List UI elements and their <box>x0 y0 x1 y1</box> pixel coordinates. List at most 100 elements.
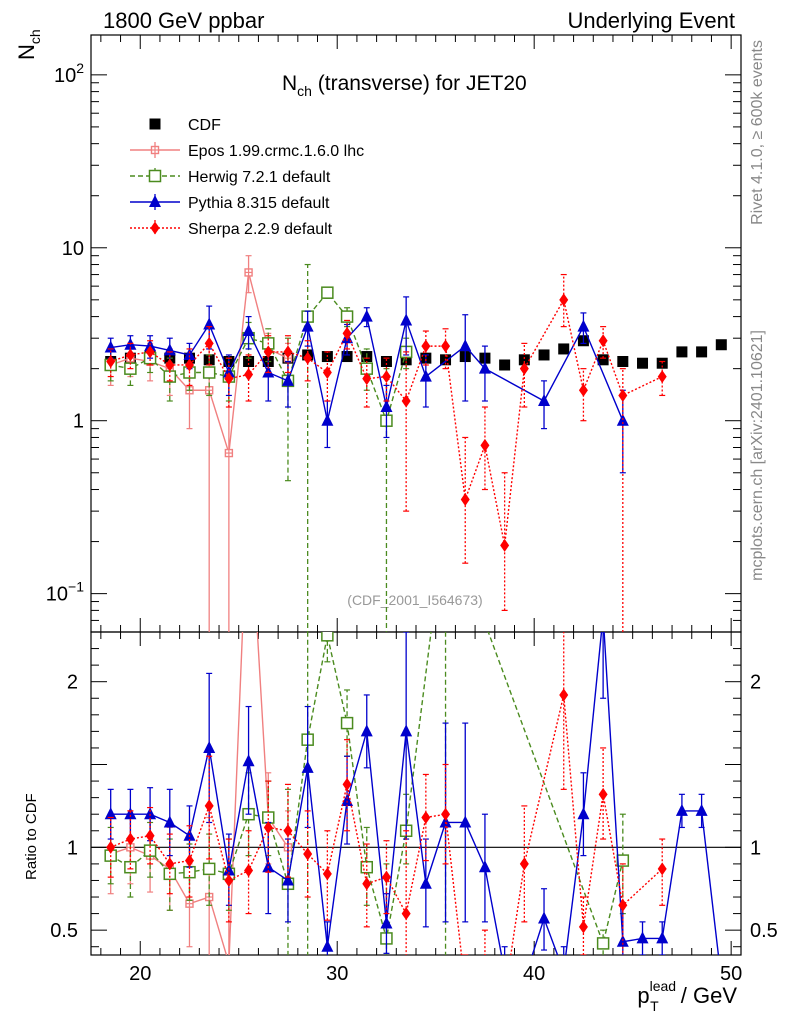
data-point <box>460 493 470 507</box>
legend-label: Epos 1.99.crmc.1.6.0 lhc <box>188 143 364 160</box>
data-point <box>675 803 688 816</box>
main-plot-area <box>104 255 727 632</box>
series-line <box>110 315 624 421</box>
legend-item: Sherpa 2.2.9 default <box>130 220 333 238</box>
x-tick-label: 20 <box>129 963 151 985</box>
data-point <box>519 362 529 376</box>
data-point <box>163 815 176 828</box>
ylabel-main: N <box>14 44 39 60</box>
data-point <box>441 807 451 821</box>
data-point <box>695 803 708 816</box>
data-point <box>657 370 667 384</box>
legend-item: Herwig 7.2.1 default <box>130 168 331 186</box>
ylabel-sub: ch <box>27 29 43 44</box>
legend-item: Epos 1.99.crmc.1.6.0 lhc <box>130 142 364 160</box>
data-point <box>202 862 216 876</box>
chart-title: Nch (transverse) for JET20 <box>282 72 527 99</box>
data-point <box>380 355 392 367</box>
xlabel-main: p <box>637 983 649 1008</box>
data-point <box>340 716 354 730</box>
series-line <box>110 694 663 955</box>
mcplots-label: mcplots.cern.ch [arXiv:2401.10621] <box>749 330 766 581</box>
y-tick-label: 10−1 <box>46 579 84 606</box>
data-point <box>360 309 373 322</box>
data-point <box>598 334 608 348</box>
data-point <box>184 854 194 868</box>
data-point <box>499 359 511 371</box>
data-point <box>321 939 334 952</box>
data-point <box>184 358 194 372</box>
data-point <box>715 339 727 351</box>
data-point <box>145 829 155 843</box>
data-point <box>303 351 313 365</box>
data-point <box>657 862 667 876</box>
title-sub: ch <box>297 83 312 99</box>
series-line <box>110 632 720 955</box>
data-point <box>400 724 413 737</box>
data-point <box>183 347 196 360</box>
data-point <box>578 920 588 934</box>
data-point <box>421 811 431 825</box>
header-right: Underlying Event <box>567 8 735 33</box>
data-point <box>596 937 610 950</box>
data-point <box>401 394 411 408</box>
data-point <box>656 931 669 944</box>
rivet-version-label: Rivet 4.1.0, ≥ 600k events <box>749 40 766 225</box>
data-point <box>421 339 431 353</box>
legend-item: CDF <box>149 117 221 134</box>
data-point <box>676 346 688 358</box>
ratio-y-tick-label-right: 0.5 <box>750 920 778 942</box>
data-point <box>125 832 135 846</box>
data-point <box>341 351 353 363</box>
data-point <box>321 413 334 426</box>
data-point <box>322 366 332 380</box>
ratio-ylabel: Ratio to CDF <box>23 793 40 880</box>
series-1 <box>106 255 293 632</box>
data-point <box>381 370 391 384</box>
data-point <box>577 807 590 820</box>
x-tick-label: 30 <box>326 963 348 985</box>
header-left: 1800 GeV ppbar <box>103 8 264 33</box>
data-point <box>242 324 255 337</box>
data-point <box>144 807 157 820</box>
data-point <box>637 357 649 369</box>
legend-marker <box>149 195 161 207</box>
legend-marker <box>150 221 160 235</box>
data-point <box>244 368 254 382</box>
y-tick-label: 1 <box>73 411 84 433</box>
data-point <box>301 319 314 332</box>
data-point <box>360 860 374 874</box>
data-point <box>342 326 352 340</box>
data-point <box>125 348 135 362</box>
legend-label: Pythia 8.315 default <box>188 195 330 212</box>
axes: 20 30 40 50 102 10 1 10−1 2 2 1 1 0.5 0.5 <box>46 35 778 985</box>
series-line <box>110 632 289 955</box>
xlabel-sub: T <box>650 998 659 1014</box>
data-point <box>459 815 472 828</box>
data-point <box>519 857 529 871</box>
data-point <box>459 339 472 352</box>
data-point <box>281 873 294 886</box>
data-point <box>144 339 157 352</box>
data-point <box>538 349 550 361</box>
x-tick-label: 50 <box>720 963 742 985</box>
title-rest: (transverse) for JET20 <box>312 72 527 95</box>
data-point <box>225 960 232 967</box>
data-point <box>360 724 373 737</box>
legend-label: CDF <box>188 117 221 134</box>
data-point <box>439 815 452 828</box>
data-point <box>281 373 294 386</box>
data-point <box>578 383 588 397</box>
legend-label: Sherpa 2.2.9 default <box>188 221 333 238</box>
data-point <box>245 479 252 486</box>
data-point <box>242 754 255 767</box>
data-point <box>419 369 432 382</box>
data-point <box>616 934 629 947</box>
data-point <box>597 354 609 366</box>
data-point <box>321 286 334 299</box>
data-point <box>263 820 273 834</box>
series-ratio-0 <box>106 479 293 967</box>
data-point <box>598 787 608 801</box>
data-point <box>263 345 273 359</box>
